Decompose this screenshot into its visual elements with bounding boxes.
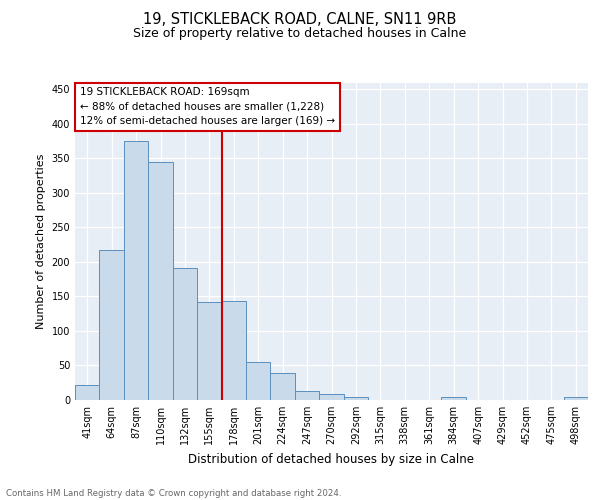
Bar xyxy=(100,250,124,400)
Y-axis label: Number of detached properties: Number of detached properties xyxy=(36,154,46,329)
Text: 19, STICKLEBACK ROAD, CALNE, SN11 9RB: 19, STICKLEBACK ROAD, CALNE, SN11 9RB xyxy=(143,12,457,28)
Text: Size of property relative to detached houses in Calne: Size of property relative to detached ho… xyxy=(133,28,467,40)
Bar xyxy=(197,302,221,400)
Bar xyxy=(124,141,148,400)
Bar xyxy=(75,385,100,400)
Bar xyxy=(148,162,173,400)
Bar xyxy=(221,302,246,400)
Bar xyxy=(319,394,344,400)
Bar xyxy=(173,268,197,400)
Bar xyxy=(295,391,319,400)
Bar xyxy=(563,397,588,400)
Bar xyxy=(344,397,368,400)
Bar xyxy=(271,373,295,400)
Bar xyxy=(442,396,466,400)
Text: Contains HM Land Registry data © Crown copyright and database right 2024.: Contains HM Land Registry data © Crown c… xyxy=(6,488,341,498)
Text: 19 STICKLEBACK ROAD: 169sqm
← 88% of detached houses are smaller (1,228)
12% of : 19 STICKLEBACK ROAD: 169sqm ← 88% of det… xyxy=(80,88,335,126)
X-axis label: Distribution of detached houses by size in Calne: Distribution of detached houses by size … xyxy=(188,452,475,466)
Bar xyxy=(246,362,271,400)
